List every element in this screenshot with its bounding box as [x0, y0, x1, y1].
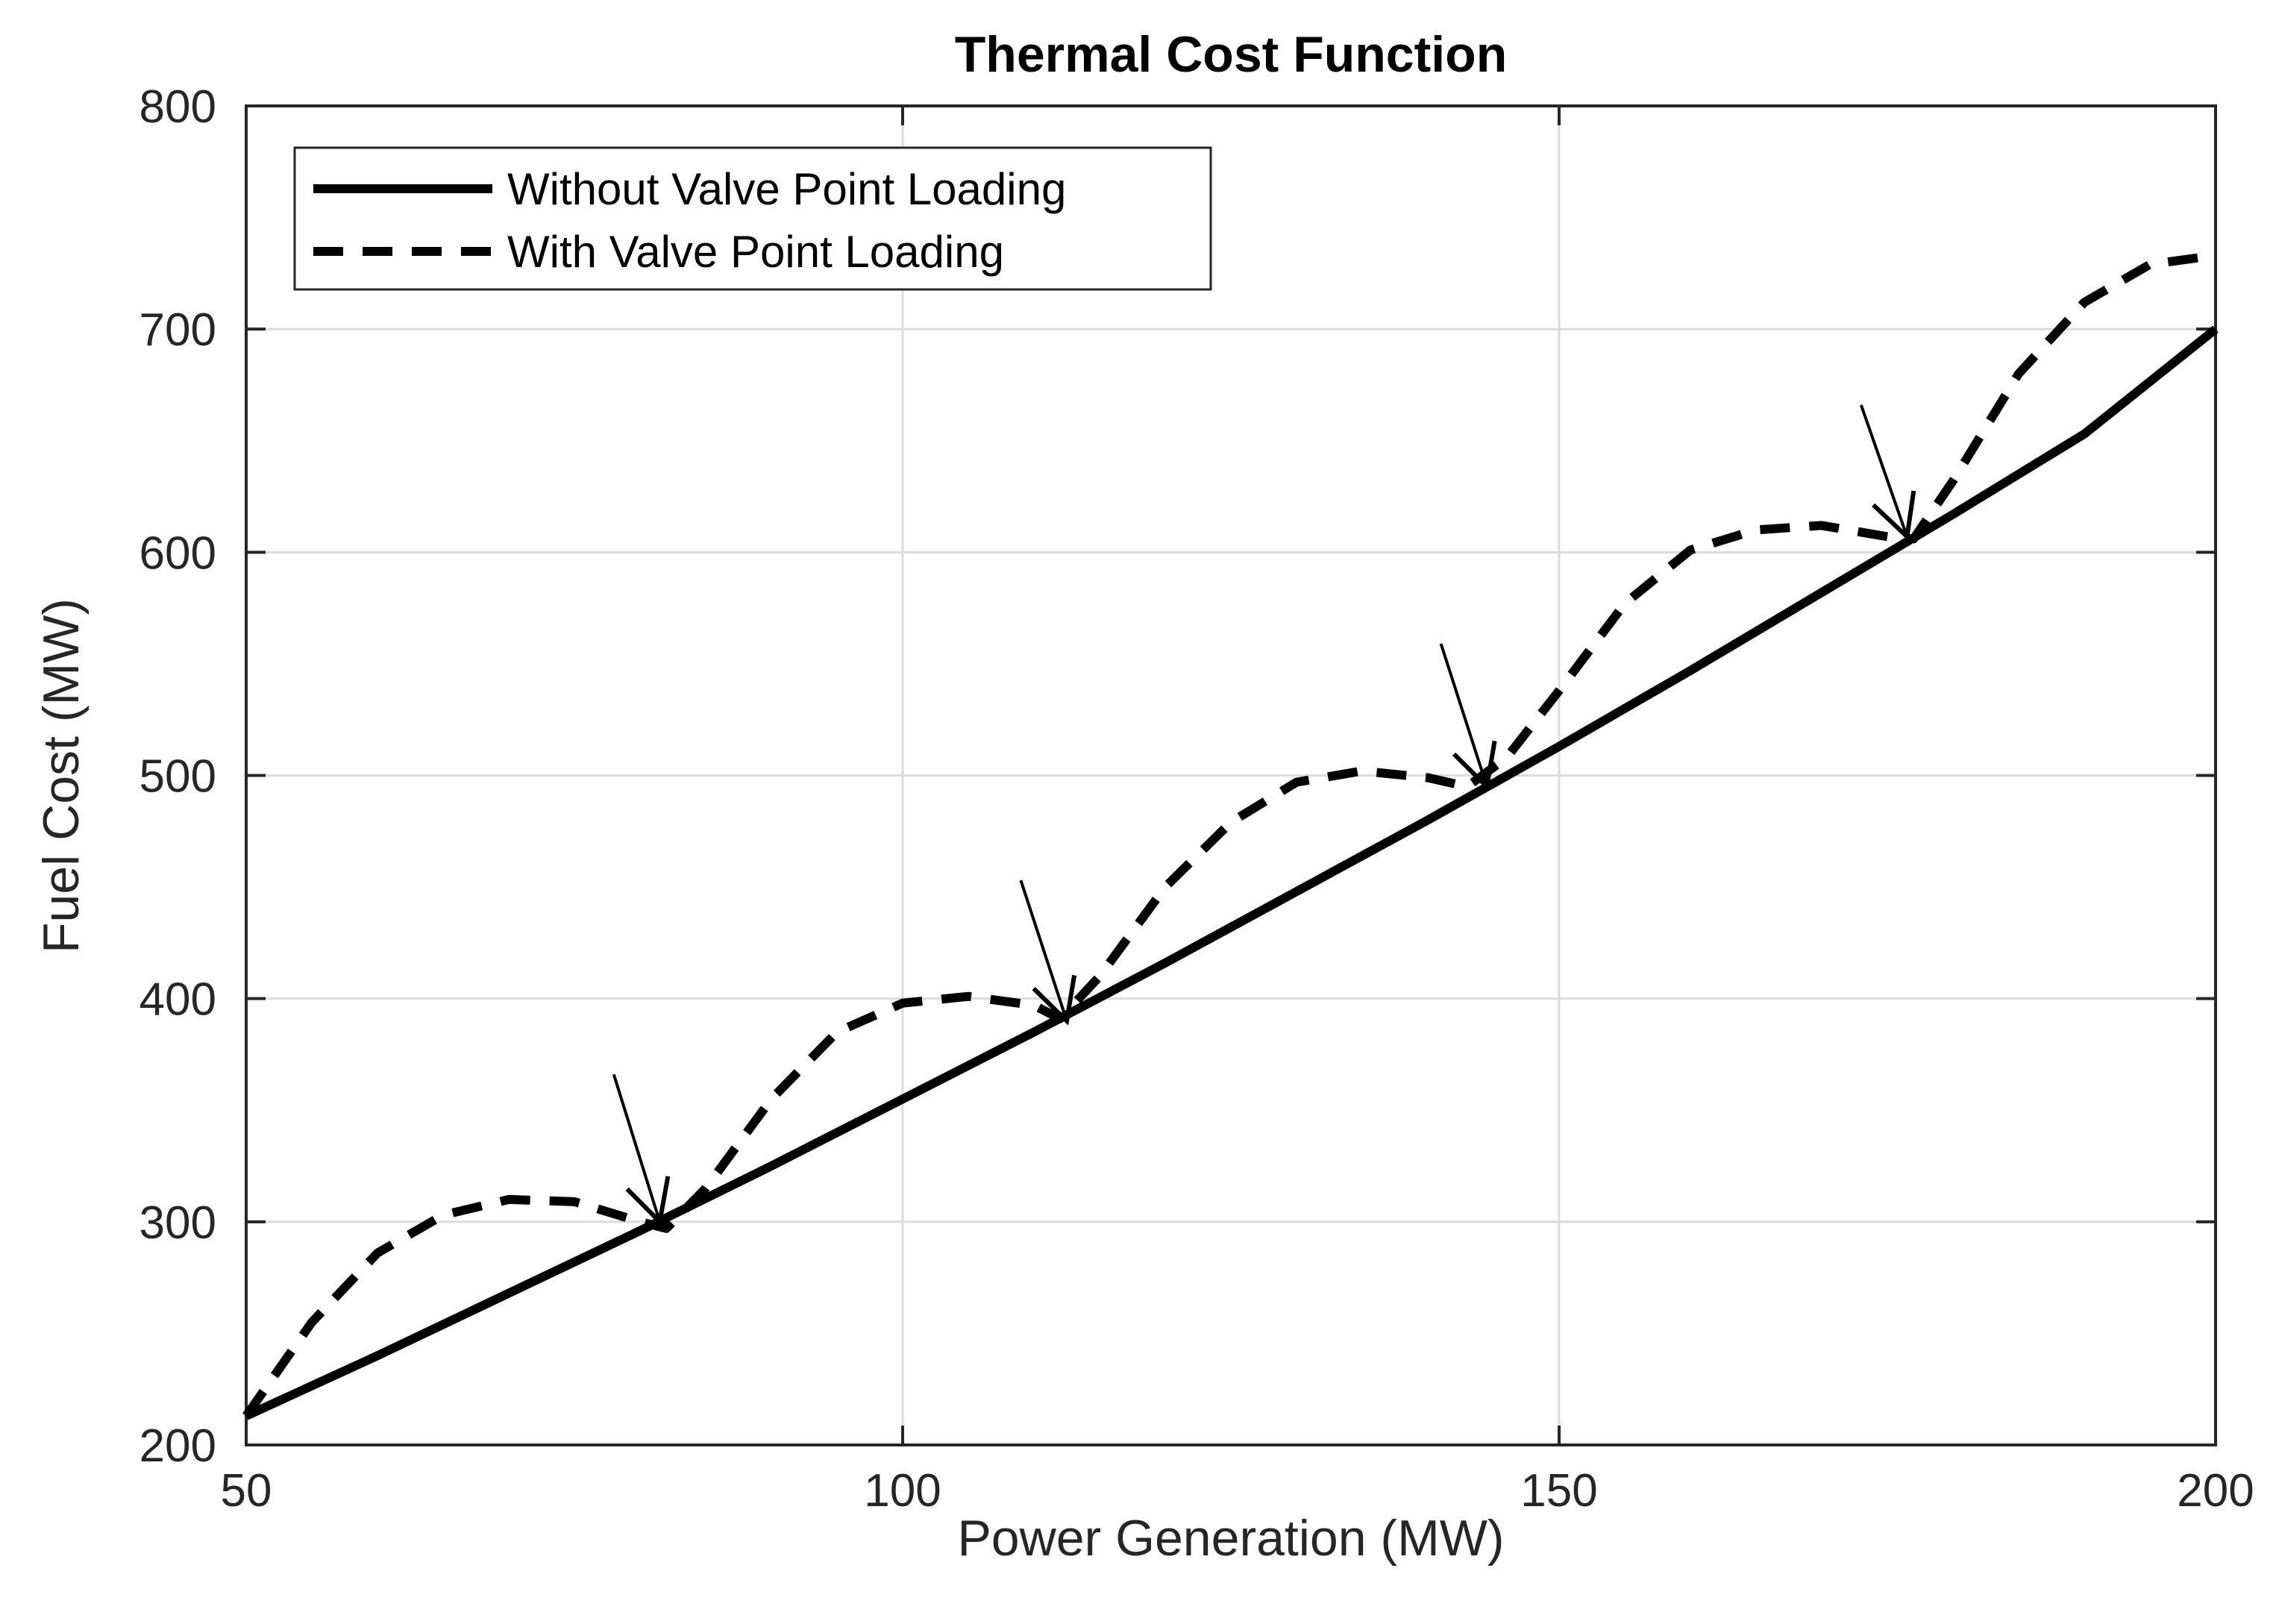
arrow-shaft [612, 1073, 662, 1223]
arrow-head [625, 1176, 671, 1226]
legend-label-with: With Valve Point Loading [507, 227, 1004, 277]
arrow-shaft [1859, 404, 1909, 538]
y-tick-label: 800 [140, 81, 216, 133]
annotation-arrow [1019, 880, 1077, 1026]
x-tick-label: 100 [864, 1465, 941, 1517]
x-tick-label: 150 [1520, 1465, 1597, 1517]
arrow-shaft [1019, 880, 1068, 1022]
series [242, 251, 2219, 1420]
arrow-head [1872, 490, 1916, 542]
y-tick-label: 300 [140, 1197, 216, 1249]
y-axis-label: Fuel Cost (MW) [33, 598, 90, 953]
chart-title: Thermal Cost Function [955, 26, 1507, 83]
arrow-shaft [1439, 643, 1489, 788]
legend: Without Valve Point Loading With Valve P… [293, 146, 1212, 291]
y-tick-label: 200 [140, 1420, 216, 1472]
arrow-head [1032, 974, 1077, 1026]
series-line-without-valve-point [244, 325, 2219, 1420]
y-tick-label: 400 [140, 974, 216, 1026]
x-tick-label: 50 [221, 1465, 272, 1517]
annotations [612, 404, 1916, 1226]
annotation-arrow [1859, 404, 1916, 542]
y-tick-label: 700 [140, 304, 216, 356]
x-axis-label: Power Generation (MW) [957, 1510, 1504, 1567]
arrow-head [1452, 740, 1497, 791]
y-tick-label: 600 [140, 527, 216, 579]
legend-box [293, 146, 1212, 291]
x-tick-label: 200 [2177, 1465, 2254, 1517]
series-line-with-valve-point [242, 251, 2216, 1419]
legend-label-without: Without Valve Point Loading [507, 164, 1066, 214]
y-tick-label: 500 [140, 751, 216, 803]
annotation-arrow [612, 1073, 671, 1226]
annotation-arrow [1439, 643, 1497, 791]
axis-ticks: 50 100 150 200 200 300 400 500 600 700 800 [140, 81, 2254, 1517]
